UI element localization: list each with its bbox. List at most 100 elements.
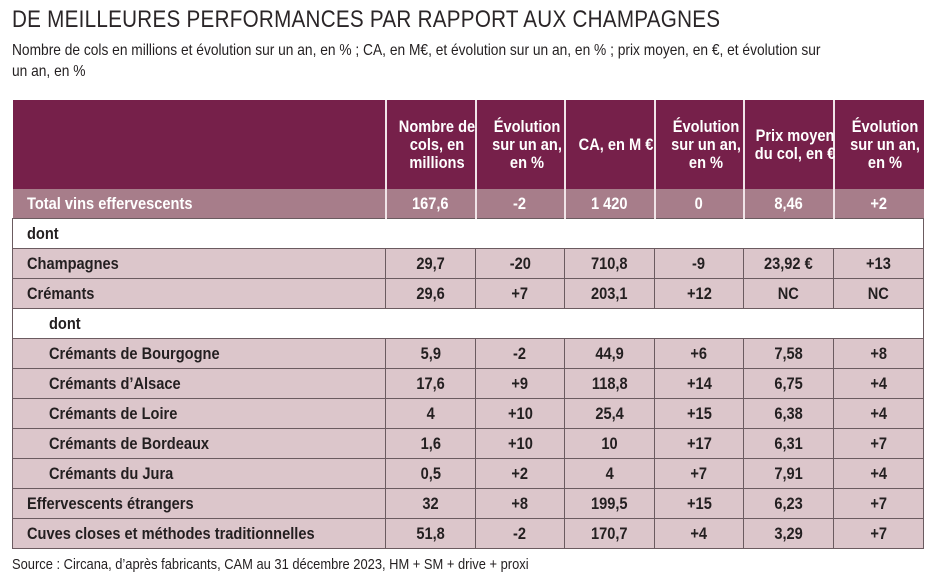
row-label: Crémants du Jura: [12, 458, 386, 489]
column-header-label: Évolution sur un an, en %: [849, 116, 920, 172]
cell-value: 29,7: [416, 253, 445, 273]
cell-value: 10: [601, 433, 618, 453]
table-cell: 118,8: [564, 368, 655, 399]
cell-value: 167,6: [412, 193, 449, 213]
cell-value: 4: [605, 463, 614, 483]
column-header: Évolution sur un an, en %: [474, 100, 565, 189]
cell-value: 29,6: [416, 283, 445, 303]
cell-value: 0,5: [420, 463, 441, 483]
cell-value: +7: [870, 433, 887, 453]
table-cell: +6: [654, 338, 744, 369]
cell-value: +7: [870, 493, 887, 513]
table-cell: 5,9: [385, 338, 476, 369]
table-cell: -2: [475, 338, 565, 369]
table-row: Crémants d’Alsace 17,6 +9 118,8 +14 6,75 +4: [12, 368, 924, 399]
cell-value: 6,75: [774, 373, 803, 393]
table-cell: +2: [475, 458, 565, 489]
row-label: dont: [12, 218, 924, 249]
row-label: Crémants de Bordeaux: [12, 428, 386, 459]
cell-value: +10: [507, 403, 533, 423]
row-label: Cuves closes et méthodes traditionnelles: [12, 518, 386, 549]
cell-value: 1,6: [420, 433, 441, 453]
cell-value: 25,4: [595, 403, 624, 423]
cell-value: 7,58: [774, 343, 803, 363]
table-cell: 710,8: [564, 248, 655, 279]
cell-value: +17: [686, 433, 712, 453]
table-cell: +10: [475, 428, 565, 459]
column-header-label: Évolution sur un an, en %: [491, 116, 562, 172]
table-cell: +9: [475, 368, 565, 399]
row-label: Crémants: [12, 278, 386, 309]
table-cell: NC: [833, 278, 924, 309]
table-cell: 3,29: [743, 518, 834, 549]
table-cell: 23,92 €: [743, 248, 834, 279]
row-label: Crémants de Loire: [12, 398, 386, 429]
column-header: Évolution sur un an, en %: [653, 100, 744, 189]
table-cell: 32: [385, 488, 476, 519]
cell-value: 8,46: [774, 193, 803, 213]
row-label-text: Crémants de Bordeaux: [49, 433, 210, 453]
subtitle: Nombre de cols en millions et évolution …: [12, 42, 821, 80]
table-cell: +7: [833, 518, 924, 549]
table-cell: 51,8: [385, 518, 476, 549]
cell-value: 0: [694, 193, 704, 213]
cell-value: 6,38: [774, 403, 803, 423]
table-cell: 7,91: [743, 458, 834, 489]
table-cell: +7: [654, 458, 744, 489]
table-cell: 6,31: [743, 428, 834, 459]
row-label-text: Crémants d’Alsace: [49, 373, 181, 393]
cell-value: 7,91: [774, 463, 803, 483]
cell-value: +8: [870, 343, 887, 363]
cell-value: 1 420: [591, 193, 628, 213]
table-cell: +7: [833, 488, 924, 519]
row-label: Total vins effervescents: [12, 189, 386, 219]
cell-value: +10: [507, 433, 533, 453]
row-label-text: Crémants: [27, 283, 95, 303]
cell-value: 32: [422, 493, 439, 513]
row-label-text: Crémants de Bourgogne: [49, 343, 220, 363]
cell-value: +15: [686, 403, 712, 423]
cell-value: 3,29: [774, 523, 803, 543]
table-cell: +8: [475, 488, 565, 519]
table-cell: 7,58: [743, 338, 834, 369]
section-label-row: dont: [12, 218, 924, 249]
table-cell: +12: [654, 278, 744, 309]
table-cell: 44,9: [564, 338, 655, 369]
cell-value: 118,8: [591, 373, 628, 393]
table-cell: 8,46: [742, 189, 834, 219]
cell-value: 170,7: [591, 523, 628, 543]
cell-value: +15: [686, 493, 712, 513]
column-header-label: Évolution sur un an, en %: [670, 116, 741, 172]
table-row: Crémants 29,6 +7 203,1 +12 NC NC: [12, 278, 924, 309]
table-cell: 0: [653, 189, 744, 219]
cell-value: 44,9: [595, 343, 624, 363]
cell-value: 5,9: [420, 343, 441, 363]
section-label-row: dont: [12, 308, 924, 339]
table-row: Crémants de Loire 4 +10 25,4 +15 6,38 +4: [12, 398, 924, 429]
cell-value: +7: [870, 523, 887, 543]
table-cell: 25,4: [564, 398, 655, 429]
row-label-text: Effervescents étrangers: [27, 493, 194, 513]
table-cell: 6,75: [743, 368, 834, 399]
cell-value: +4: [870, 463, 887, 483]
cell-value: +8: [511, 493, 529, 513]
row-label: Crémants d’Alsace: [12, 368, 386, 399]
table-row: Effervescents étrangers 32 +8 199,5 +15 6,23 +…: [12, 488, 924, 519]
cell-value: +2: [511, 463, 529, 483]
cell-value: +4: [870, 403, 887, 423]
table-cell: +13: [833, 248, 924, 279]
table-row: Total vins effervescents 167,6 -2 1 420 0 8,4…: [12, 189, 924, 219]
cell-value: +6: [690, 343, 708, 363]
row-label-text: dont: [27, 223, 59, 243]
cell-value: 17,6: [416, 373, 445, 393]
cell-value: 199,5: [591, 493, 628, 513]
column-header: CA, en M €: [563, 100, 655, 189]
row-label-text: Champagnes: [27, 253, 119, 273]
cell-value: +12: [686, 283, 712, 303]
table-cell: NC: [743, 278, 834, 309]
column-header-label: CA, en M €: [578, 134, 653, 154]
column-header-label: Prix moyen du col, en €: [754, 125, 835, 163]
cell-value: +7: [690, 463, 708, 483]
row-label-text: Crémants du Jura: [49, 463, 174, 483]
cell-value: NC: [867, 283, 890, 303]
